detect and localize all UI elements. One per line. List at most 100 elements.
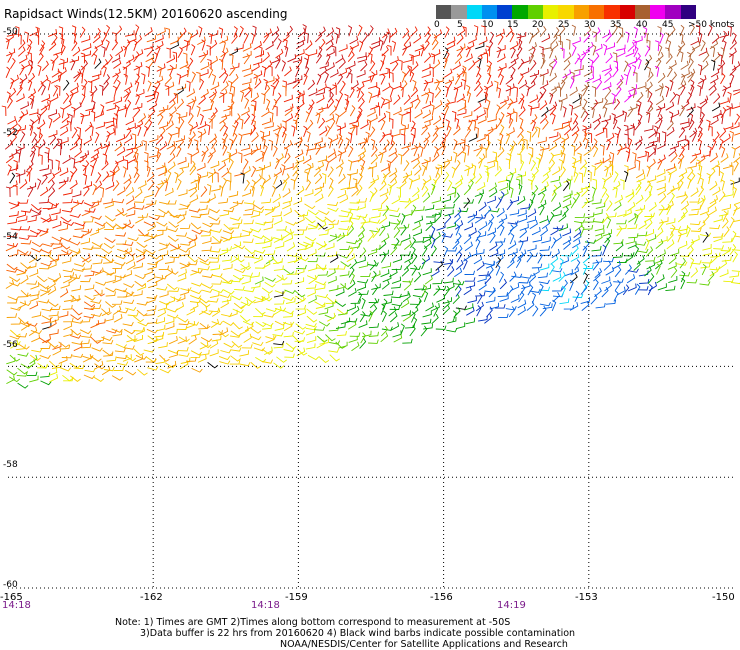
wind-barb — [228, 309, 238, 318]
wind-barb — [347, 25, 353, 37]
wind-barb — [327, 185, 334, 197]
wind-barb — [477, 94, 487, 103]
wind-barb — [16, 269, 26, 276]
wind-barb — [136, 309, 148, 317]
wind-barb — [540, 57, 546, 69]
wind-barb — [117, 309, 129, 314]
wind-barb — [592, 178, 597, 190]
wind-barb — [670, 151, 678, 163]
wind-barb — [101, 365, 111, 376]
wind-barb — [644, 59, 650, 71]
wind-barb — [421, 186, 429, 197]
wind-barb — [691, 149, 701, 157]
wind-barb — [709, 267, 719, 277]
wind-barb — [646, 66, 652, 78]
wind-barb — [127, 155, 137, 164]
wind-barb — [347, 279, 356, 290]
wind-barb — [148, 216, 160, 221]
wind-barb — [638, 270, 649, 277]
wind-barb — [177, 111, 188, 119]
wind-barb — [202, 222, 214, 228]
wind-barb — [338, 165, 344, 177]
wind-barb — [430, 53, 436, 65]
wind-barb — [197, 36, 206, 46]
wind-barb — [647, 90, 653, 103]
wind-barb — [410, 265, 422, 270]
wind-barb — [422, 234, 432, 244]
wind-barb — [571, 244, 579, 256]
wind-barb — [697, 106, 702, 117]
wind-barb — [720, 153, 729, 163]
wind-barb — [304, 171, 309, 183]
wind-barb — [435, 325, 447, 330]
wind-barb — [647, 273, 655, 284]
wind-barb — [509, 271, 517, 282]
wind-barb — [181, 40, 190, 50]
wind-barb — [114, 261, 126, 266]
wind-barb — [527, 284, 534, 296]
wind-barb — [40, 262, 52, 267]
wind-barb — [260, 130, 271, 139]
wind-barb — [581, 301, 590, 311]
wind-barb — [595, 302, 606, 309]
wind-barb — [69, 249, 81, 254]
wind-barb — [191, 269, 203, 274]
wind-barb — [523, 138, 528, 150]
wind-barb — [133, 262, 144, 269]
wind-barb — [157, 113, 164, 125]
wind-barb — [656, 274, 665, 284]
wind-barb — [582, 110, 589, 122]
wind-barb — [334, 301, 346, 308]
wind-barb — [147, 80, 152, 92]
wind-barb — [143, 348, 155, 353]
wind-barb — [666, 203, 672, 216]
wind-barb — [517, 174, 523, 185]
wind-barb — [252, 204, 264, 210]
wind-barb — [316, 142, 326, 150]
wind-barb — [624, 165, 629, 176]
wind-barb — [325, 334, 336, 342]
wind-barb — [70, 59, 76, 71]
wind-barb — [569, 77, 575, 89]
wind-barb — [106, 54, 113, 65]
wind-barb — [626, 274, 636, 284]
wind-barb — [105, 96, 115, 104]
wind-barb — [572, 156, 582, 165]
wind-barb — [453, 192, 460, 204]
legend-swatch — [665, 5, 681, 19]
wind-barb — [104, 315, 114, 322]
wind-barb — [665, 285, 676, 292]
wind-barb — [157, 106, 166, 117]
wind-barb — [592, 52, 600, 64]
wind-barb — [359, 247, 367, 258]
wind-barb — [636, 91, 644, 103]
wind-barb — [708, 167, 716, 179]
wind-barb — [318, 356, 330, 364]
wind-barb — [603, 257, 614, 263]
wind-barb — [335, 288, 345, 297]
wind-barb — [281, 164, 286, 176]
wind-barb — [221, 167, 230, 178]
wind-barb — [183, 39, 189, 51]
wind-barb — [721, 217, 729, 229]
wind-barb — [540, 226, 549, 237]
wind-barb — [240, 262, 250, 270]
wind-barb — [117, 186, 126, 196]
wind-barb — [16, 169, 26, 177]
wind-barb — [593, 145, 599, 158]
wind-barb — [393, 94, 401, 105]
wind-barb — [167, 314, 179, 319]
wind-barb — [329, 253, 339, 263]
wind-barb — [542, 167, 551, 177]
wind-barb — [326, 86, 331, 98]
wind-barb — [296, 308, 306, 317]
wind-barb — [563, 239, 571, 250]
wind-barb — [5, 186, 11, 198]
wind-barb — [200, 337, 213, 343]
wind-barb — [90, 355, 102, 362]
wind-barb — [325, 114, 335, 123]
wind-barb — [70, 328, 81, 336]
wind-barb — [462, 65, 467, 77]
wind-barb — [113, 198, 125, 204]
wind-barb — [582, 224, 594, 230]
